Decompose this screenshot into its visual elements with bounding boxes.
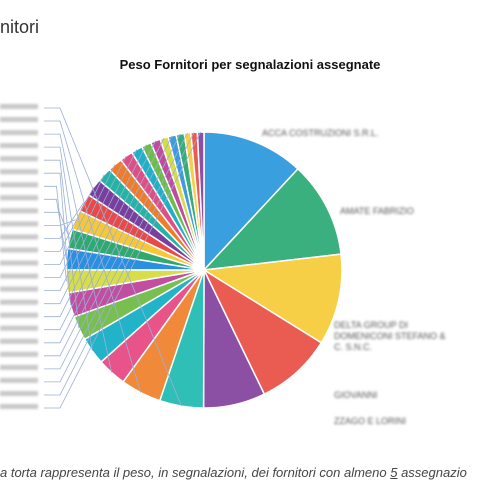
leader-line — [44, 140, 156, 331]
slice-label-redacted — [0, 117, 38, 122]
slice-label-redacted — [0, 247, 38, 253]
slice-label: DELTA GROUP DI DOMENICONI STEFANO & C. S.N… — [334, 320, 446, 352]
leader-line — [44, 146, 93, 352]
slice-label-redacted — [0, 273, 38, 279]
slice-label-redacted — [0, 312, 38, 318]
slice-label: AMATE FABRIZIO — [340, 206, 414, 216]
leader-line — [44, 172, 71, 306]
leader-line — [44, 132, 188, 383]
slice-label-redacted — [0, 130, 38, 136]
leader-line — [44, 174, 105, 265]
slice-label: GIOVANNI — [334, 390, 377, 400]
slice-label-redacted — [0, 234, 38, 240]
leader-line — [44, 131, 202, 409]
slice-label-redacted — [0, 325, 38, 331]
slice-label-redacted — [0, 391, 38, 396]
slice-label-redacted — [0, 156, 38, 162]
leader-line — [44, 155, 127, 292]
leader-line — [44, 133, 181, 370]
leader-line — [44, 219, 76, 226]
leader-line — [44, 187, 94, 252]
caption-suffix: assegnazio — [397, 465, 467, 480]
leader-line — [44, 164, 116, 279]
leader-line — [44, 135, 173, 357]
slice-label-redacted — [0, 338, 38, 344]
pie-slice[interactable] — [203, 131, 300, 272]
pie-slice[interactable] — [202, 167, 342, 271]
leader-line — [44, 202, 84, 239]
slice-label-redacted — [0, 286, 38, 292]
pie-slice[interactable] — [201, 253, 343, 344]
caption-count: 5 — [390, 465, 398, 480]
slice-label-redacted — [0, 364, 38, 370]
leader-line — [44, 132, 195, 396]
slice-label-redacted — [0, 377, 38, 383]
page-title: nitori — [0, 17, 40, 37]
slice-label-redacted — [0, 404, 38, 409]
slice-label-redacted — [0, 351, 38, 357]
leader-line — [44, 137, 165, 344]
slice-label-redacted — [0, 299, 38, 305]
slice-label-redacted — [0, 182, 38, 188]
slice-label-redacted — [0, 143, 38, 149]
chart-caption: a torta rappresenta il peso, in segnalaz… — [0, 465, 467, 480]
slice-label-redacted — [0, 169, 38, 175]
leader-line — [44, 185, 67, 282]
leader-line — [44, 149, 138, 305]
leader-line — [44, 211, 70, 239]
leader-line — [44, 133, 112, 373]
caption-prefix: a torta rappresenta il peso, in segnalaz… — [0, 465, 391, 480]
slice-label: ZZAGO E LORINI — [334, 416, 406, 426]
slice-label-redacted — [0, 195, 38, 201]
slice-label-redacted — [0, 208, 38, 214]
leader-line — [44, 198, 67, 260]
slice-label-redacted — [0, 221, 38, 227]
slice-label: ACCA COSTRUZIONI S.R.L. — [262, 128, 379, 138]
chart-title: Peso Fornitori per segnalazioni assegnat… — [119, 57, 381, 72]
slice-label-redacted — [0, 260, 38, 266]
slice-label-redacted — [0, 104, 38, 109]
leader-line — [44, 144, 147, 318]
leader-line — [44, 107, 182, 407]
leader-line — [44, 159, 80, 329]
